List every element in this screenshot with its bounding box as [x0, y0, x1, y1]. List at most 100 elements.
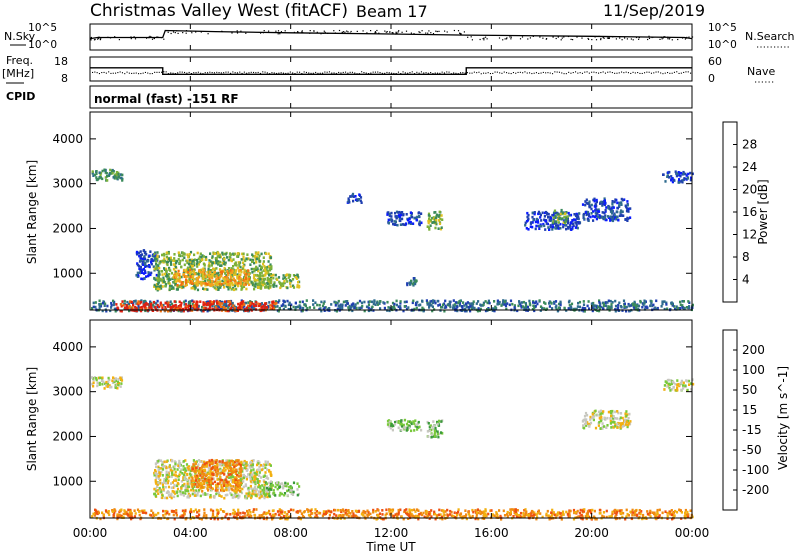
nave-dot [103, 71, 105, 73]
data-cell [179, 464, 182, 467]
nave-dot [239, 71, 241, 73]
data-cell [221, 469, 225, 472]
data-cell [98, 376, 102, 380]
data-cell [257, 269, 260, 273]
mode-text: normal (fast) -151 RF [94, 92, 239, 106]
data-cell [358, 198, 361, 201]
data-cell [226, 256, 229, 259]
data-cell [590, 212, 593, 215]
data-cell [618, 422, 621, 425]
data-cell [174, 474, 177, 477]
data-cell [229, 302, 232, 306]
data-cell [211, 261, 214, 265]
data-cell [230, 466, 233, 470]
data-cell [322, 307, 325, 311]
data-cell [186, 279, 190, 283]
data-cell [168, 286, 171, 290]
data-cell [243, 461, 246, 465]
noise-dot [682, 37, 684, 39]
data-cell [267, 265, 271, 268]
data-cell [557, 224, 560, 228]
data-cell [666, 378, 669, 382]
data-cell [221, 270, 224, 274]
data-cell [153, 252, 156, 256]
data-cell [371, 300, 374, 304]
data-cell [415, 306, 418, 310]
data-cell [623, 305, 626, 308]
data-cell [242, 261, 245, 264]
data-cell [617, 303, 620, 307]
data-cell [178, 253, 181, 257]
data-cell [249, 484, 252, 488]
data-cell [422, 307, 425, 311]
data-cell [262, 305, 265, 308]
data-cell [604, 418, 607, 421]
data-cell [267, 490, 270, 493]
data-cell [159, 301, 162, 305]
data-cell [170, 284, 173, 288]
data-cell [191, 259, 194, 263]
data-cell [301, 309, 304, 313]
data-cell [190, 267, 193, 270]
noise-dot [432, 33, 435, 35]
data-cell [161, 474, 164, 477]
data-cell [158, 486, 161, 490]
data-cell [113, 177, 116, 180]
data-cell [393, 220, 396, 223]
data-cell [154, 306, 157, 309]
data-cell [274, 494, 277, 497]
noise-dot [510, 36, 512, 38]
data-cell [320, 300, 323, 304]
data-cell [176, 494, 179, 498]
data-cell [218, 300, 221, 303]
data-cell [227, 480, 230, 484]
nave-dot [400, 73, 402, 75]
noise-dot [386, 31, 388, 33]
data-cell [190, 275, 193, 278]
noise-dot [221, 30, 223, 32]
data-cell [553, 302, 556, 305]
data-cell [116, 386, 119, 390]
data-cell [175, 261, 178, 265]
data-cell [308, 306, 311, 309]
data-cell [405, 422, 409, 426]
data-cell [407, 420, 410, 423]
nave-dot [253, 71, 255, 73]
data-cell [420, 221, 423, 225]
data-cell [231, 478, 235, 482]
data-cell [214, 484, 218, 487]
data-cell [223, 286, 226, 289]
data-cell [209, 476, 212, 479]
nave-dot [289, 71, 291, 73]
data-cell [91, 382, 94, 386]
data-cell [547, 212, 550, 216]
nave-dot [519, 71, 521, 73]
data-cell [222, 484, 226, 487]
data-cell [621, 210, 624, 213]
data-cell [185, 283, 188, 287]
data-cell [429, 424, 432, 427]
data-cell [194, 468, 197, 472]
data-cell [193, 469, 196, 473]
data-cell [224, 478, 227, 481]
data-cell [615, 217, 618, 221]
data-cell [243, 283, 246, 287]
nave-dot [462, 72, 464, 74]
data-cell [215, 467, 218, 470]
data-cell [240, 467, 243, 470]
data-cell [432, 427, 435, 431]
data-cell [672, 386, 675, 389]
data-cell [679, 300, 682, 304]
data-cell [277, 481, 280, 485]
data-cell [613, 200, 616, 204]
data-cell [458, 302, 462, 305]
data-cell [239, 479, 243, 483]
data-cell [230, 487, 233, 491]
nave-dot [627, 72, 629, 74]
data-cell [235, 264, 238, 267]
data-cell [208, 459, 211, 462]
data-cell [250, 496, 253, 500]
noise-dot [98, 37, 100, 40]
data-cell [213, 252, 217, 255]
data-cell [260, 252, 263, 256]
